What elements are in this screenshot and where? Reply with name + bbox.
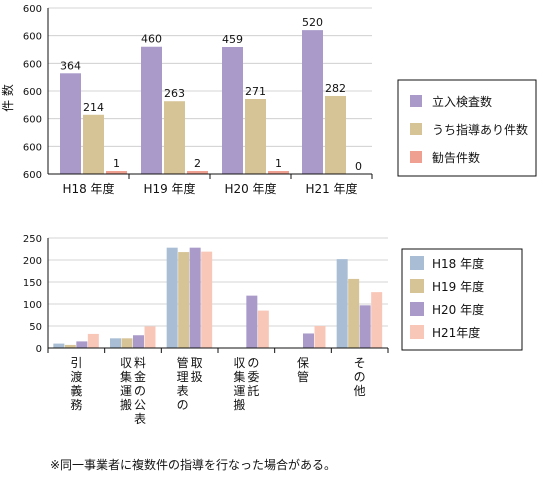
legend-label: うち指導あり件数 xyxy=(432,122,528,137)
data-label: 459 xyxy=(222,33,243,46)
data-label: 282 xyxy=(325,82,346,95)
bar xyxy=(144,326,156,348)
y-tick-label: 600 xyxy=(23,32,42,43)
y-tick-label: 600 xyxy=(23,4,42,15)
footnote: ※同一事業者に複数件の指導を行なった場合がある。 xyxy=(50,458,337,472)
y-tick-label: 600 xyxy=(23,142,42,153)
bar xyxy=(106,171,127,174)
inspection-chart: 件 数 600 600 600 600 600 600 600 364 214 1 H18 年度 4… xyxy=(0,4,537,196)
guidance-breakdown-chart: 0 50 100 150 200 250 引渡義務 収集運搬料金の公表 管理表の取扱 収集運搬の… xyxy=(23,234,523,426)
bar xyxy=(348,278,360,348)
y-tick-label: 250 xyxy=(23,234,42,245)
bar xyxy=(189,247,201,348)
y-tick-label: 150 xyxy=(23,278,42,289)
bar xyxy=(187,171,208,174)
legend-label: H19 年度 xyxy=(432,279,484,294)
legend-swatch xyxy=(410,123,422,135)
bar xyxy=(121,338,133,348)
bar xyxy=(257,310,269,348)
y-tick-label: 600 xyxy=(23,59,42,70)
legend-swatch xyxy=(410,325,424,339)
legend-swatch xyxy=(410,279,424,293)
x-tick-label: H20 年度 xyxy=(224,181,276,196)
x-tick-label: 管理表の取扱 xyxy=(177,355,203,412)
y-tick-label: 600 xyxy=(23,115,42,126)
y-tick-label: 50 xyxy=(29,322,42,333)
data-label: 0 xyxy=(355,160,362,173)
bar xyxy=(336,259,348,348)
legend-label: 勧告件数 xyxy=(432,150,480,165)
bar xyxy=(53,343,65,348)
data-label: 2 xyxy=(194,157,201,170)
bar xyxy=(245,99,266,174)
bar xyxy=(268,171,289,174)
bar xyxy=(303,333,314,348)
legend-label: H18 年度 xyxy=(432,256,484,271)
y-tick-label: 600 xyxy=(23,87,42,98)
legend-swatch xyxy=(410,95,422,107)
bar xyxy=(325,95,346,174)
bar xyxy=(201,251,213,348)
data-label: 271 xyxy=(245,85,266,98)
data-label: 364 xyxy=(60,59,81,72)
data-label: 1 xyxy=(113,157,120,170)
bar xyxy=(76,341,88,348)
y-tick-label: 100 xyxy=(23,300,42,311)
legend-label: H20 年度 xyxy=(432,302,484,317)
bar xyxy=(302,30,323,175)
y-tick-label: 0 xyxy=(36,344,42,355)
bar xyxy=(133,335,144,348)
x-tick-label: H18 年度 xyxy=(62,181,114,196)
data-label: 460 xyxy=(141,33,162,46)
bar xyxy=(178,252,190,348)
x-tick-label: 保管 xyxy=(297,356,309,384)
bar xyxy=(314,326,326,348)
bar xyxy=(371,292,383,348)
legend-label: 立入検査数 xyxy=(432,94,492,109)
bar xyxy=(83,114,104,174)
data-label: 1 xyxy=(275,157,282,170)
data-label: 214 xyxy=(83,101,104,114)
x-tick-label: 引渡義務 xyxy=(70,356,82,412)
legend-swatch xyxy=(410,151,422,163)
legend-label: H21年度 xyxy=(432,325,480,340)
y-axis-label: 件 数 xyxy=(0,84,15,112)
legend-swatch xyxy=(410,256,424,270)
x-tick-label: 収集運搬の委託 xyxy=(233,356,259,412)
bar xyxy=(222,47,243,175)
x-tick-label: H21 年度 xyxy=(305,181,357,196)
bar xyxy=(359,305,371,348)
x-tick-label: 収集運搬料金の公表 xyxy=(120,356,146,426)
y-tick-label: 200 xyxy=(23,256,42,267)
bar xyxy=(64,344,76,348)
bar xyxy=(60,73,81,174)
bar xyxy=(166,247,178,348)
bar xyxy=(110,338,121,348)
data-label: 263 xyxy=(164,87,185,100)
bar xyxy=(164,101,185,174)
data-label: 520 xyxy=(302,16,323,29)
x-tick-label: その他 xyxy=(354,356,366,398)
x-tick-label: H19 年度 xyxy=(143,181,195,196)
y-tick-label: 600 xyxy=(23,170,42,181)
legend-swatch xyxy=(410,302,424,316)
bar xyxy=(141,46,162,174)
bar xyxy=(87,333,99,348)
bar xyxy=(246,295,258,348)
